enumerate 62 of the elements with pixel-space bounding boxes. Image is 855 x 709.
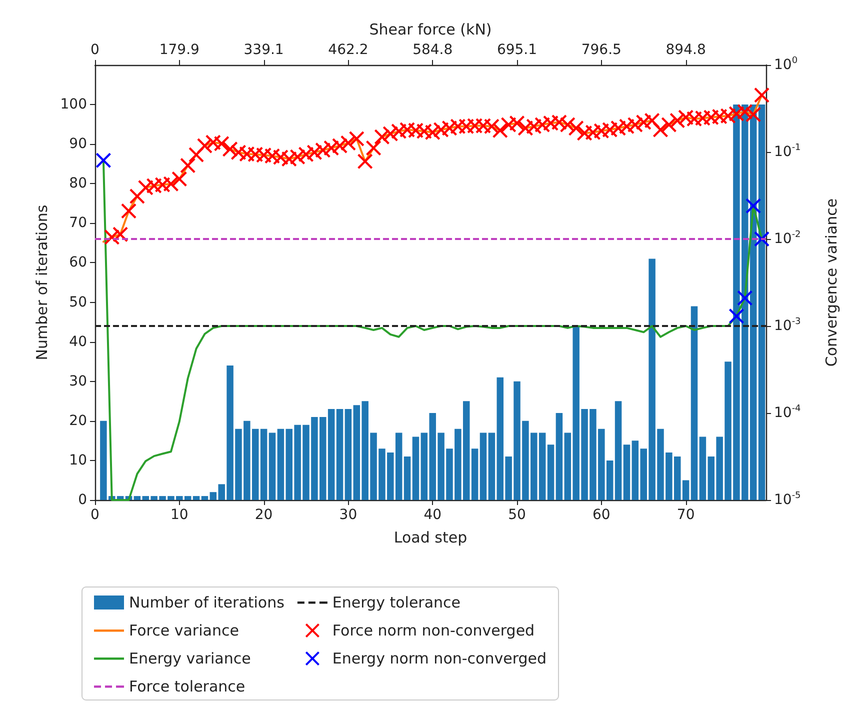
- y-tick-label: 90: [69, 136, 87, 152]
- annotation: 339.1: [244, 42, 284, 58]
- x-tick-label: 60: [592, 507, 610, 523]
- y-tick-label: 50: [69, 294, 87, 310]
- annotation: 584.8: [412, 42, 453, 58]
- annotation: 695.1: [496, 42, 538, 58]
- bar: [556, 413, 563, 500]
- y-tick-label: 20: [69, 412, 87, 429]
- bar: [699, 436, 706, 500]
- legend-label: Force tolerance: [129, 678, 246, 696]
- point: [737, 290, 752, 306]
- bar: [344, 409, 352, 500]
- bar: [404, 456, 411, 500]
- x-tick-label: 70: [676, 507, 695, 523]
- bar: [412, 436, 420, 500]
- point: [728, 308, 744, 324]
- x-tick-label: 50: [508, 507, 526, 523]
- legend-label: Force variance: [129, 622, 239, 640]
- bar: [192, 496, 200, 500]
- legend-label: Force norm non-converged: [332, 622, 535, 640]
- bar: [260, 428, 268, 500]
- bar: [480, 432, 487, 500]
- annotation: 462.2: [328, 42, 368, 58]
- y-tick-label: 30: [69, 373, 87, 390]
- bar: [614, 401, 622, 500]
- legend-label: Energy tolerance: [332, 594, 461, 612]
- annotation: 179.9: [159, 42, 200, 58]
- bar: [758, 104, 766, 500]
- annotation: 894.8: [666, 42, 706, 58]
- text: 0: [90, 42, 100, 58]
- x-axis-title: Load step: [394, 528, 468, 546]
- x-tick-label: 10: [170, 507, 188, 523]
- bar: [336, 409, 344, 500]
- legend-label: Number of iterations: [129, 594, 285, 612]
- x-tick-label: 20: [254, 507, 273, 523]
- y-axis-title: Number of iterations: [32, 204, 51, 360]
- y2-axis-title: Convergence variance: [822, 198, 840, 367]
- point: [754, 232, 770, 246]
- bar: [488, 432, 496, 500]
- x-tick-label: 0: [90, 507, 100, 523]
- bar: [623, 444, 630, 500]
- legend-label: Energy variance: [129, 650, 251, 668]
- bar: [268, 432, 276, 500]
- y-tick-label: 70: [69, 215, 87, 232]
- y-tick-label: 100: [60, 96, 87, 113]
- bar: [201, 496, 208, 500]
- y-tick-label: 40: [69, 334, 87, 350]
- annotation: 796.5: [581, 42, 622, 58]
- bar: [134, 496, 141, 500]
- y-tick-label: 10: [69, 452, 87, 468]
- bar: [471, 448, 478, 500]
- bar: [547, 444, 554, 500]
- x-tick-label: 40: [424, 507, 442, 523]
- y-tick-label: 0: [78, 492, 87, 508]
- point: [746, 198, 761, 214]
- text: Shear force (kN): [369, 20, 492, 38]
- bar: [690, 306, 698, 500]
- x-tick-label: 30: [339, 507, 358, 523]
- point: [96, 152, 111, 168]
- y-tick-label: 60: [69, 254, 87, 271]
- legend-label: Energy norm non-converged: [332, 650, 547, 668]
- y-tick-label: 80: [69, 176, 87, 192]
